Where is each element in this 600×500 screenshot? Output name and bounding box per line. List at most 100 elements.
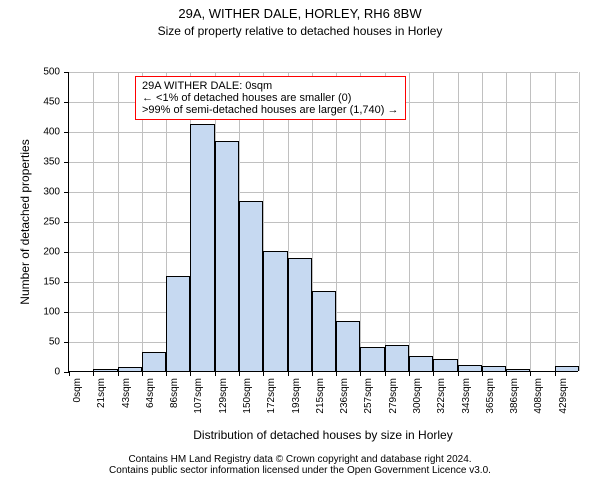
footer-line-2: Contains public sector information licen… bbox=[0, 465, 600, 476]
ytick-label: 150 bbox=[20, 277, 60, 288]
ytick-label: 500 bbox=[20, 67, 60, 78]
ytick-mark bbox=[64, 192, 69, 193]
xtick-label: 236sqm bbox=[339, 378, 350, 414]
xtick-mark bbox=[458, 371, 459, 376]
plot-area: 29A WITHER DALE: 0sqm ← <1% of detached … bbox=[68, 72, 578, 372]
xtick-mark bbox=[166, 371, 167, 376]
grid-line-v bbox=[118, 72, 119, 371]
xtick-mark bbox=[215, 371, 216, 376]
xtick-label: 86sqm bbox=[169, 378, 180, 408]
ytick-mark bbox=[64, 102, 69, 103]
ytick-label: 300 bbox=[20, 187, 60, 198]
xtick-mark bbox=[555, 371, 556, 376]
info-box: 29A WITHER DALE: 0sqm ← <1% of detached … bbox=[135, 76, 406, 120]
ytick-label: 250 bbox=[20, 217, 60, 228]
xtick-label: 107sqm bbox=[193, 378, 204, 414]
ytick-label: 350 bbox=[20, 157, 60, 168]
chart-title-sub: Size of property relative to detached ho… bbox=[0, 24, 600, 38]
info-line-1: 29A WITHER DALE: 0sqm bbox=[142, 80, 399, 92]
ytick-label: 200 bbox=[20, 247, 60, 258]
xtick-mark bbox=[93, 371, 94, 376]
xtick-label: 257sqm bbox=[363, 378, 374, 414]
bar bbox=[142, 352, 166, 371]
grid-line-h bbox=[69, 192, 578, 193]
ytick-mark bbox=[64, 282, 69, 283]
xtick-label: 150sqm bbox=[242, 378, 253, 414]
footer: Contains HM Land Registry data © Crown c… bbox=[0, 454, 600, 476]
xtick-mark bbox=[409, 371, 410, 376]
xtick-label: 21sqm bbox=[96, 378, 107, 408]
grid-line-v bbox=[506, 72, 507, 371]
bar bbox=[409, 356, 433, 371]
chart-container: 29A, WITHER DALE, HORLEY, RH6 8BW Size o… bbox=[0, 0, 600, 500]
xtick-label: 215sqm bbox=[315, 378, 326, 414]
bar bbox=[433, 359, 457, 371]
bar bbox=[215, 141, 239, 371]
grid-line-v bbox=[555, 72, 556, 371]
ytick-mark bbox=[64, 72, 69, 73]
xtick-mark bbox=[263, 371, 264, 376]
xtick-label: 129sqm bbox=[218, 378, 229, 414]
ytick-mark bbox=[64, 222, 69, 223]
ytick-mark bbox=[64, 252, 69, 253]
ytick-mark bbox=[64, 342, 69, 343]
xtick-label: 193sqm bbox=[291, 378, 302, 414]
ytick-label: 50 bbox=[20, 337, 60, 348]
xtick-label: 0sqm bbox=[72, 378, 83, 402]
xtick-mark bbox=[530, 371, 531, 376]
grid-line-v bbox=[93, 72, 94, 371]
xtick-mark bbox=[288, 371, 289, 376]
ytick-label: 100 bbox=[20, 307, 60, 318]
grid-line-v bbox=[530, 72, 531, 371]
bar bbox=[93, 369, 117, 371]
xtick-mark bbox=[336, 371, 337, 376]
xtick-mark bbox=[239, 371, 240, 376]
xtick-label: 408sqm bbox=[533, 378, 544, 414]
grid-line-h bbox=[69, 252, 578, 253]
xtick-label: 429sqm bbox=[558, 378, 569, 414]
x-axis-label: Distribution of detached houses by size … bbox=[68, 428, 578, 442]
xtick-mark bbox=[312, 371, 313, 376]
bar bbox=[166, 276, 190, 371]
bar bbox=[360, 347, 384, 371]
grid-line-v bbox=[433, 72, 434, 371]
ytick-mark bbox=[64, 132, 69, 133]
xtick-label: 279sqm bbox=[388, 378, 399, 414]
chart-title-main: 29A, WITHER DALE, HORLEY, RH6 8BW bbox=[0, 6, 600, 21]
xtick-mark bbox=[142, 371, 143, 376]
bar bbox=[385, 345, 409, 371]
grid-line-h bbox=[69, 162, 578, 163]
bar bbox=[312, 291, 336, 371]
bar bbox=[555, 366, 579, 371]
ytick-label: 450 bbox=[20, 97, 60, 108]
bar bbox=[336, 321, 360, 371]
bar bbox=[239, 201, 263, 371]
xtick-label: 64sqm bbox=[145, 378, 156, 408]
grid-line-h bbox=[69, 72, 578, 73]
xtick-mark bbox=[433, 371, 434, 376]
footer-line-1: Contains HM Land Registry data © Crown c… bbox=[0, 454, 600, 465]
grid-line-h bbox=[69, 132, 578, 133]
xtick-label: 43sqm bbox=[121, 378, 132, 408]
xtick-label: 300sqm bbox=[412, 378, 423, 414]
xtick-label: 322sqm bbox=[436, 378, 447, 414]
grid-line-h bbox=[69, 222, 578, 223]
ytick-mark bbox=[64, 312, 69, 313]
info-line-2: ← <1% of detached houses are smaller (0) bbox=[142, 92, 399, 104]
ytick-mark bbox=[64, 162, 69, 163]
xtick-label: 172sqm bbox=[266, 378, 277, 414]
bar bbox=[263, 251, 287, 371]
grid-line-h bbox=[69, 282, 578, 283]
xtick-mark bbox=[482, 371, 483, 376]
xtick-mark bbox=[69, 371, 70, 376]
grid-line-v bbox=[579, 72, 580, 371]
xtick-label: 365sqm bbox=[485, 378, 496, 414]
bar bbox=[288, 258, 312, 371]
info-line-3: >99% of semi-detached houses are larger … bbox=[142, 104, 399, 116]
grid-line-v bbox=[482, 72, 483, 371]
ytick-label: 400 bbox=[20, 127, 60, 138]
xtick-label: 343sqm bbox=[461, 378, 472, 414]
bar bbox=[190, 124, 214, 371]
bar bbox=[458, 365, 482, 371]
xtick-label: 386sqm bbox=[509, 378, 520, 414]
